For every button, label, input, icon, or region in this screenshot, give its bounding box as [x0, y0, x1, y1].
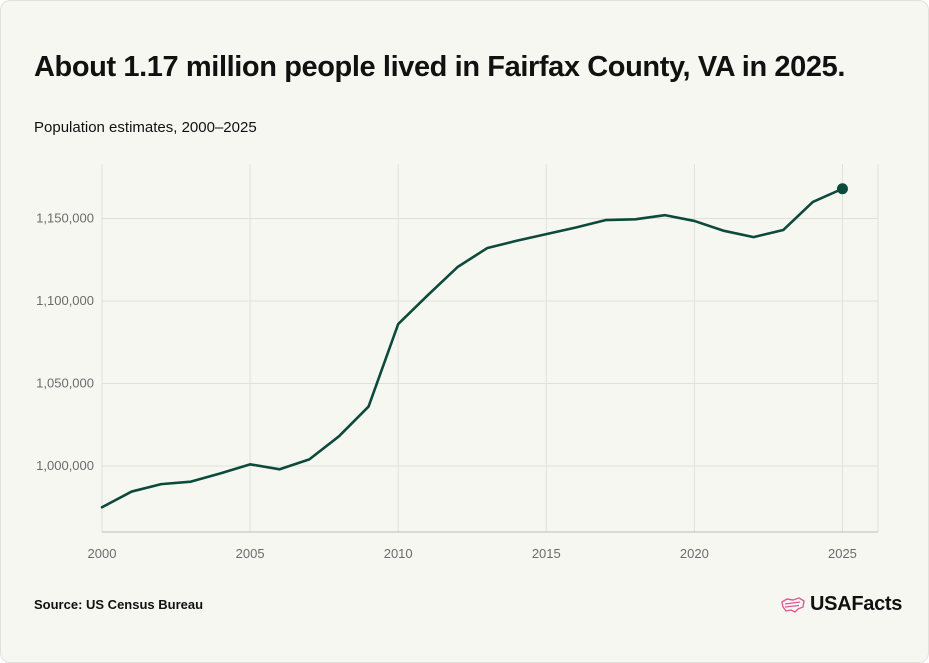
data-point [573, 225, 578, 230]
series-line [100, 187, 844, 509]
chart-subtitle: Population estimates, 2000–2025 [34, 119, 257, 136]
brand-logo: USAFacts [781, 593, 902, 616]
data-point [544, 232, 549, 237]
data-point [781, 228, 786, 233]
us-flag-map-icon [781, 596, 805, 613]
data-point [751, 235, 756, 240]
data-point [455, 265, 460, 270]
data-point [396, 322, 401, 327]
data-point [277, 467, 282, 472]
data-point [514, 238, 519, 243]
y-tick-label: 1,050,000 [36, 375, 94, 390]
data-point [603, 218, 608, 223]
data-point [218, 471, 223, 476]
data-point [425, 293, 430, 298]
data-point [159, 482, 164, 487]
x-tick-label: 2010 [384, 546, 413, 561]
data-point [336, 434, 341, 439]
source-note: Source: US Census Bureau [34, 597, 204, 612]
data-point [248, 462, 253, 467]
x-tick-label: 2025 [828, 546, 857, 561]
data-point [721, 228, 726, 233]
x-tick-label: 2005 [236, 546, 265, 561]
chart-title: About 1.17 million people lived in Fairf… [34, 51, 845, 83]
x-tick-label: 2020 [680, 546, 709, 561]
data-point [100, 505, 105, 510]
data-point [633, 217, 638, 222]
data-point [485, 246, 490, 251]
data-point [810, 199, 815, 204]
data-point [662, 213, 667, 218]
data-point [188, 479, 193, 484]
x-tick-label: 2015 [532, 546, 561, 561]
data-point [366, 404, 371, 409]
data-point [129, 489, 134, 494]
data-point [692, 218, 697, 223]
data-point [307, 457, 312, 462]
last-point-marker [836, 183, 848, 195]
x-tick-label: 2000 [88, 546, 117, 561]
brand-name: USAFacts [810, 593, 903, 615]
y-tick-label: 1,000,000 [36, 458, 94, 473]
y-tick-label: 1,150,000 [36, 210, 94, 225]
y-tick-label: 1,100,000 [36, 293, 94, 308]
